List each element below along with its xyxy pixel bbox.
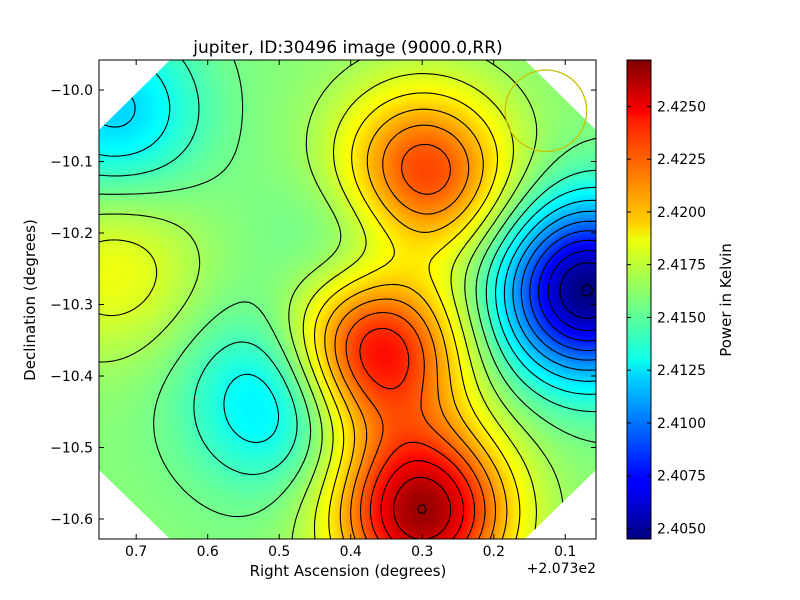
contour-line bbox=[345, 143, 486, 539]
y-tick-label: −10.0 bbox=[50, 83, 93, 99]
y-axis-label: Declination (degrees) bbox=[21, 219, 39, 381]
y-tick-label: −10.3 bbox=[50, 298, 93, 314]
contour-line bbox=[520, 220, 596, 361]
contour-line bbox=[547, 249, 596, 332]
contour-line bbox=[359, 327, 476, 539]
x-tick-label: 0.2 bbox=[483, 544, 505, 560]
x-ticks: 0.7 0.6 0.5 0.4 0.3 0.2 0.1 bbox=[125, 60, 576, 560]
colorbar-tick-label: 2.4200 bbox=[657, 205, 706, 221]
colorbar-tick-label: 2.4150 bbox=[657, 310, 706, 326]
colorbar-tick-label: 2.4175 bbox=[657, 258, 706, 274]
contour-line bbox=[559, 262, 596, 319]
x-axis-label: Right Ascension (degrees) bbox=[250, 562, 447, 580]
colorbar-tick-label: 2.4250 bbox=[657, 99, 706, 115]
contour-line bbox=[99, 60, 596, 476]
contour-line bbox=[581, 284, 594, 297]
x-tick-label: 0.3 bbox=[411, 544, 433, 560]
contour-line bbox=[512, 210, 596, 371]
contour-lines bbox=[99, 60, 596, 539]
x-tick-label: 0.7 bbox=[125, 544, 147, 560]
contour-line bbox=[417, 504, 427, 514]
colorbar: 2.4050 2.4075 2.4100 2.4125 2.4150 2.4175 2.42… bbox=[626, 59, 735, 540]
y-tick-label: −10.4 bbox=[50, 369, 93, 385]
contour-line bbox=[393, 476, 452, 539]
colorbar-tick-label: 2.4225 bbox=[657, 152, 706, 168]
colorbar-tick-label: 2.4125 bbox=[657, 363, 706, 379]
y-tick-label: −10.6 bbox=[50, 512, 93, 528]
chart-title: jupiter, ID:30496 image (9000.0,RR) bbox=[192, 38, 502, 58]
contour-line bbox=[334, 124, 497, 539]
plot-area: 0.7 0.6 0.5 0.4 0.3 0.2 0.1 −10.0−10.1−10.2−10… bbox=[50, 59, 597, 560]
contour-line bbox=[324, 108, 508, 539]
x-tick-label: 0.4 bbox=[340, 544, 362, 560]
colorbar-tick-label: 2.4100 bbox=[657, 416, 706, 432]
y-ticks: −10.0 −10.1 −10.2 −10.3 −10.4 −10.5 −10.6 bbox=[50, 83, 596, 528]
contour-line bbox=[313, 92, 521, 539]
contour-line bbox=[99, 73, 537, 539]
x-offset-label: +2.073e2 bbox=[527, 561, 596, 577]
y-tick-label: −10.2 bbox=[50, 226, 93, 242]
colorbar-label: Power in Kelvin bbox=[717, 243, 735, 357]
contour-line bbox=[99, 60, 564, 539]
plot-frame bbox=[98, 59, 597, 540]
contour-line bbox=[538, 239, 596, 342]
colorbar-ticks: 2.4050 2.4075 2.4100 2.4125 2.4150 2.4175 2.42… bbox=[627, 99, 706, 537]
x-tick-label: 0.6 bbox=[197, 544, 219, 560]
x-tick-label: 0.1 bbox=[554, 544, 576, 560]
y-tick-label: −10.1 bbox=[50, 155, 93, 171]
x-tick-label: 0.5 bbox=[268, 544, 290, 560]
y-tick-label: −10.5 bbox=[50, 440, 93, 456]
contour-line bbox=[529, 230, 596, 352]
beam-circle bbox=[504, 69, 588, 153]
colorbar-tick-label: 2.4050 bbox=[657, 521, 706, 537]
contour-line bbox=[380, 460, 465, 539]
colorbar-gradient bbox=[626, 59, 652, 540]
colorbar-tick-label: 2.4075 bbox=[657, 469, 706, 485]
